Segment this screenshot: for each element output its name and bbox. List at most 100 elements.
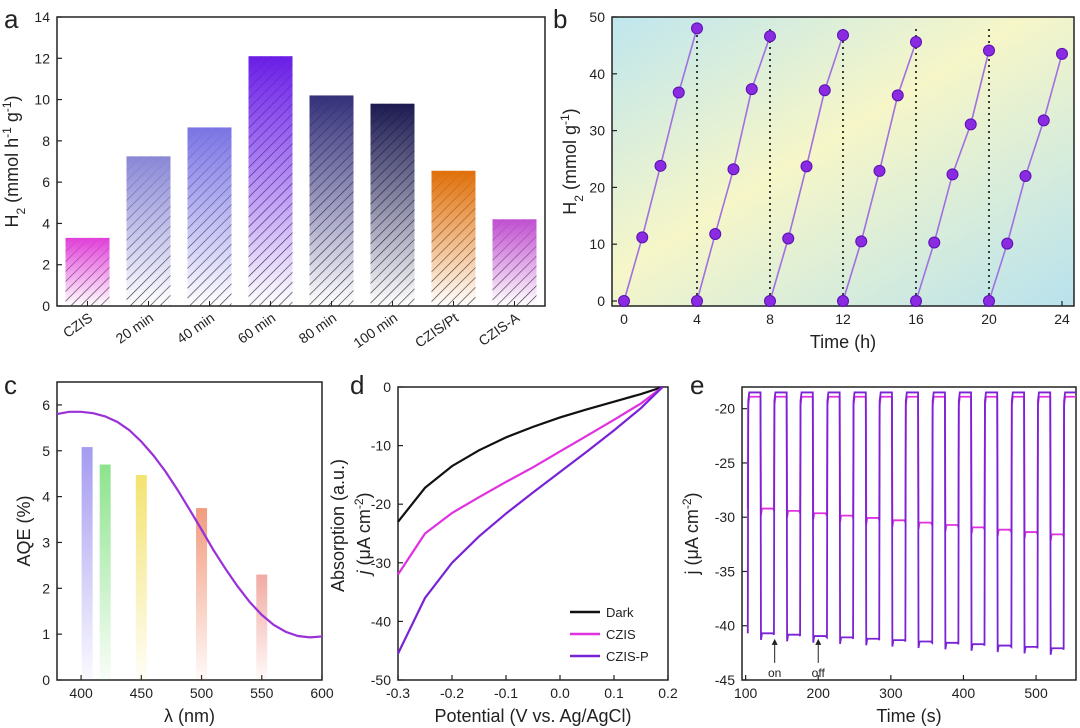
x-tick-label: 16: [908, 311, 924, 327]
x-tick-label: 80 min: [296, 309, 340, 346]
x-tick-label: 0.2: [658, 685, 678, 701]
x-tick-label: 24: [1054, 311, 1070, 327]
x-tick-label: 12: [835, 311, 851, 327]
x-tick-label: 4: [693, 311, 701, 327]
annotation-label: off: [812, 666, 826, 680]
x-tick-label: 0.0: [550, 685, 570, 701]
legend-label: CZIS-P: [606, 649, 649, 664]
data-point: [910, 295, 922, 307]
y-tick-label: 0: [42, 298, 50, 314]
panel-b: b 0 10 20 30 40 50 0 4 8 12 16 20 24 Time (h) H2 (mmol …: [553, 4, 1075, 352]
y-tick-label: 50: [589, 9, 605, 25]
annotation-arrowhead: [771, 638, 778, 645]
data-point: [764, 30, 776, 43]
data-point: [818, 84, 831, 97]
bar: [187, 127, 232, 306]
panel-a: a 0 2 4 6 8 10 12 14 CZIS 20 min 40 min 60 min 80 min…: [0, 4, 546, 351]
y-tick-label: -20: [371, 496, 391, 512]
legend-label: CZIS: [606, 627, 636, 642]
data-point: [964, 118, 977, 131]
data-point: [1019, 170, 1032, 183]
series-line: [397, 386, 664, 576]
y-tick-label: -40: [715, 618, 735, 634]
bar: [370, 103, 415, 306]
data-point: [800, 160, 813, 173]
y-tick-label: 20: [589, 179, 605, 195]
panel-label: b: [553, 4, 567, 34]
data-point: [983, 295, 995, 307]
data-point: [946, 168, 959, 181]
panel-label: e: [690, 370, 704, 400]
x-tick-label: 40 min: [174, 309, 218, 346]
y-tick-label: 10: [589, 236, 605, 252]
y-axis-label: j (μA cm-2): [352, 492, 374, 577]
y-tick-label: 40: [589, 66, 605, 82]
plot-frame: [397, 386, 669, 681]
x-tick-label: 500: [1024, 685, 1048, 701]
data-point: [1001, 237, 1014, 250]
y-axis-label: H2 (mmol h-1 g-1): [0, 95, 28, 227]
secondary-y-label: Absorption (a.u.): [328, 459, 348, 592]
x-tick-label: CZIS/Pt: [412, 309, 461, 350]
x-tick-label: 100 min: [350, 309, 400, 351]
data-point: [654, 159, 667, 172]
data-point: [873, 164, 886, 177]
data-point: [782, 232, 795, 245]
legend-label: Dark: [606, 605, 634, 620]
data-point: [1056, 47, 1068, 60]
data-point: [618, 295, 630, 307]
x-tick-label: -0.1: [494, 685, 518, 701]
x-tick-label: -0.2: [440, 685, 464, 701]
data-point: [764, 295, 776, 307]
series-line: [746, 395, 1076, 542]
y-tick-label: 2: [42, 580, 50, 596]
y-tick-label: -20: [715, 401, 735, 417]
bar: [248, 56, 293, 306]
data-point: [855, 235, 868, 248]
y-tick-label: 4: [42, 489, 50, 505]
y-tick-label: 14: [34, 9, 50, 25]
series-line: [397, 386, 664, 655]
data-point: [709, 227, 722, 240]
x-tick-label: 500: [190, 685, 214, 701]
data-point: [910, 35, 922, 48]
data-point: [672, 86, 685, 99]
x-tick-label: 20 min: [113, 309, 157, 346]
y-tick-label: -30: [371, 555, 391, 571]
x-tick-label: 20: [981, 311, 997, 327]
panel-d: d 0 -10 -20 -30 -40 -50-0.3 -0.2 -0.1 0.0 0.1 0.2 Da…: [328, 370, 678, 726]
y-tick-label: 2: [42, 257, 50, 273]
x-axis-label: Potential (V vs. Ag/AgCl): [434, 706, 631, 726]
bar: [81, 447, 93, 680]
series-line: [397, 385, 663, 523]
data-point: [837, 295, 849, 307]
y-tick-label: 6: [42, 397, 50, 413]
y-axis-label: H2 (mmol g-1): [558, 108, 586, 214]
data-point: [691, 295, 703, 307]
x-tick-label: 300: [879, 685, 903, 701]
y-tick-label: 6: [42, 174, 50, 190]
y-axis-label: j (μA cm-2): [680, 492, 702, 575]
data-point: [983, 44, 995, 57]
y-tick-label: 8: [42, 133, 50, 149]
annotation-label: on: [768, 666, 781, 680]
y-tick-label: 0: [42, 672, 50, 688]
data-point: [727, 163, 740, 176]
plot-frame: [56, 16, 546, 307]
x-tick-label: 550: [250, 685, 274, 701]
panel-c: c 0 1 2 3 4 5 6 400 450 500 550 600 λ (nm) AQE (%): [4, 370, 334, 726]
y-axis-label: AQE (%): [14, 495, 34, 566]
x-tick-label: 0.1: [604, 685, 624, 701]
plot-frame: [741, 386, 1077, 681]
x-tick-label: 0: [620, 311, 628, 327]
absorption-curve: [56, 410, 323, 639]
x-tick-label: CZIS-A: [475, 309, 522, 349]
x-tick-label: 60 min: [235, 309, 279, 346]
x-tick-label: 200: [807, 685, 831, 701]
annotation-arrowhead: [815, 638, 822, 645]
y-tick-label: 1: [42, 626, 50, 642]
data-point: [1037, 114, 1050, 127]
y-tick-label: -45: [715, 672, 735, 688]
x-tick-label: 100: [734, 685, 758, 701]
